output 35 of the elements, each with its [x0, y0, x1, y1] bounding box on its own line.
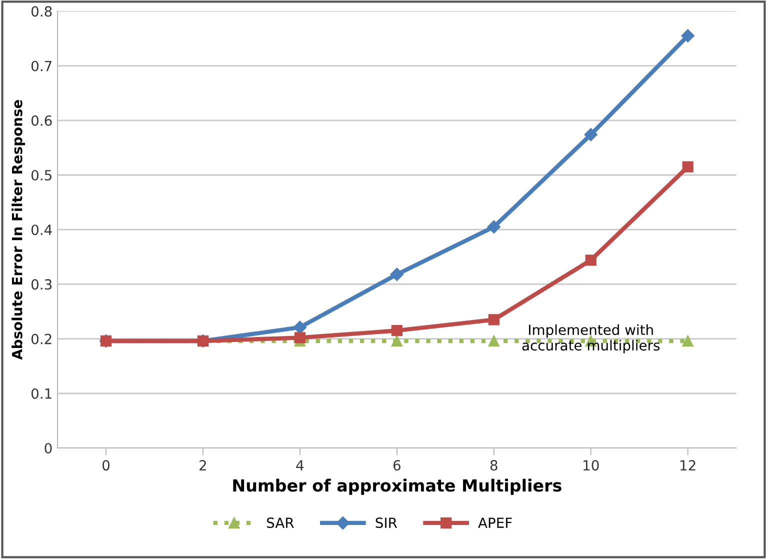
point — [488, 335, 500, 347]
point — [391, 325, 402, 336]
point — [584, 128, 598, 142]
legend-label: SAR — [267, 518, 294, 528]
x-tick-label: 6 — [393, 460, 400, 471]
x-axis-title: Number of approximate Multipliers — [233, 478, 562, 495]
x-tick-label: 10 — [584, 460, 599, 471]
point — [294, 332, 306, 344]
x-tick-label: 4 — [296, 460, 304, 470]
y-tick-label: 0.6 — [31, 115, 52, 126]
y-tick-label: 0.2 — [31, 334, 52, 344]
y-tick-label: 0.7 — [31, 60, 52, 72]
x-tick-label: 0 — [102, 460, 110, 471]
y-tick-label: 0.4 — [31, 224, 52, 236]
point — [391, 335, 402, 347]
y-tick-label: 0 — [44, 442, 52, 454]
x-tick-label: 2 — [200, 460, 206, 470]
point — [390, 268, 404, 281]
y-tick-label: 0.8 — [31, 6, 52, 17]
point — [585, 254, 596, 266]
point — [682, 335, 694, 347]
annotation: Implemented with accurate multipliers — [522, 324, 660, 354]
y-axis-title: Absolute Error In Filter Response — [12, 100, 26, 360]
y-tick-label: 0.1 — [31, 388, 52, 399]
point — [487, 220, 500, 234]
y-tick-label: 0.5 — [31, 170, 52, 180]
point — [488, 314, 500, 326]
legend-label: SIR — [376, 518, 398, 528]
y-tick-label: 0.3 — [31, 279, 52, 290]
x-tick-label: 8 — [490, 460, 498, 471]
point — [681, 29, 694, 42]
x-tick-label: 12 — [680, 460, 696, 470]
point — [682, 161, 694, 172]
point — [293, 320, 307, 334]
legend-label: APEF — [478, 518, 512, 528]
